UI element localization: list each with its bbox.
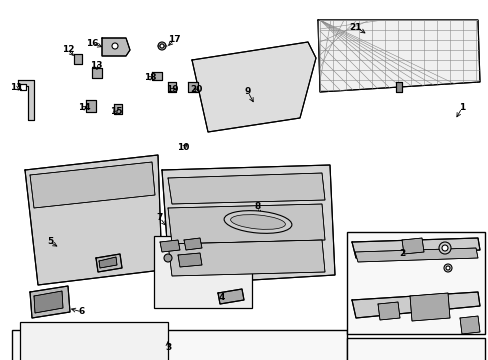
Text: 13: 13: [90, 62, 102, 71]
Polygon shape: [99, 257, 117, 268]
Bar: [20, 322, 168, 360]
Polygon shape: [187, 82, 198, 92]
Text: 20: 20: [189, 85, 202, 94]
Polygon shape: [20, 84, 26, 90]
Polygon shape: [218, 289, 244, 304]
Circle shape: [112, 43, 118, 49]
Polygon shape: [86, 100, 96, 112]
Polygon shape: [92, 68, 102, 78]
Ellipse shape: [224, 211, 291, 233]
Polygon shape: [317, 20, 479, 92]
Text: 12: 12: [61, 45, 74, 54]
Polygon shape: [168, 82, 176, 92]
Polygon shape: [30, 286, 70, 318]
Polygon shape: [96, 254, 122, 272]
Circle shape: [163, 254, 172, 262]
Text: 16: 16: [85, 39, 98, 48]
Polygon shape: [160, 240, 180, 252]
Text: 21: 21: [349, 22, 362, 31]
Polygon shape: [183, 238, 202, 250]
Bar: [346, 232, 484, 334]
Polygon shape: [168, 240, 325, 276]
Text: 15: 15: [109, 108, 122, 117]
Ellipse shape: [230, 215, 285, 229]
Bar: [12, 330, 346, 360]
Polygon shape: [401, 238, 423, 254]
Polygon shape: [354, 248, 477, 262]
Text: 14: 14: [78, 104, 90, 112]
Text: 11: 11: [10, 84, 22, 93]
Polygon shape: [409, 293, 449, 321]
Text: 10: 10: [177, 144, 189, 153]
Circle shape: [445, 266, 449, 270]
Polygon shape: [18, 80, 34, 120]
Polygon shape: [351, 292, 479, 318]
Text: 17: 17: [167, 36, 180, 45]
Polygon shape: [162, 165, 334, 285]
Text: 19: 19: [165, 85, 178, 94]
Bar: [154, 236, 251, 308]
Circle shape: [160, 44, 163, 48]
Polygon shape: [459, 316, 479, 334]
Polygon shape: [114, 104, 122, 114]
Text: 3: 3: [164, 343, 171, 352]
Polygon shape: [30, 162, 155, 208]
Polygon shape: [192, 42, 315, 132]
Polygon shape: [178, 253, 202, 267]
Text: 6: 6: [79, 307, 85, 316]
Text: 1: 1: [458, 104, 464, 112]
Circle shape: [443, 264, 451, 272]
Text: 5: 5: [47, 238, 53, 247]
Polygon shape: [351, 238, 479, 258]
Text: 7: 7: [157, 213, 163, 222]
Circle shape: [438, 242, 450, 254]
Polygon shape: [377, 302, 399, 320]
Circle shape: [441, 245, 447, 251]
Polygon shape: [25, 155, 162, 285]
Text: 9: 9: [244, 87, 251, 96]
Polygon shape: [168, 204, 325, 244]
Polygon shape: [168, 173, 325, 204]
Text: 8: 8: [254, 202, 261, 211]
Text: 4: 4: [218, 293, 225, 302]
Polygon shape: [102, 38, 130, 56]
Circle shape: [158, 42, 165, 50]
Polygon shape: [74, 54, 82, 64]
Polygon shape: [152, 72, 162, 80]
Polygon shape: [395, 82, 401, 92]
Bar: [346, 338, 484, 360]
Text: 2: 2: [398, 248, 404, 257]
Text: 18: 18: [143, 73, 156, 82]
Polygon shape: [34, 291, 63, 313]
